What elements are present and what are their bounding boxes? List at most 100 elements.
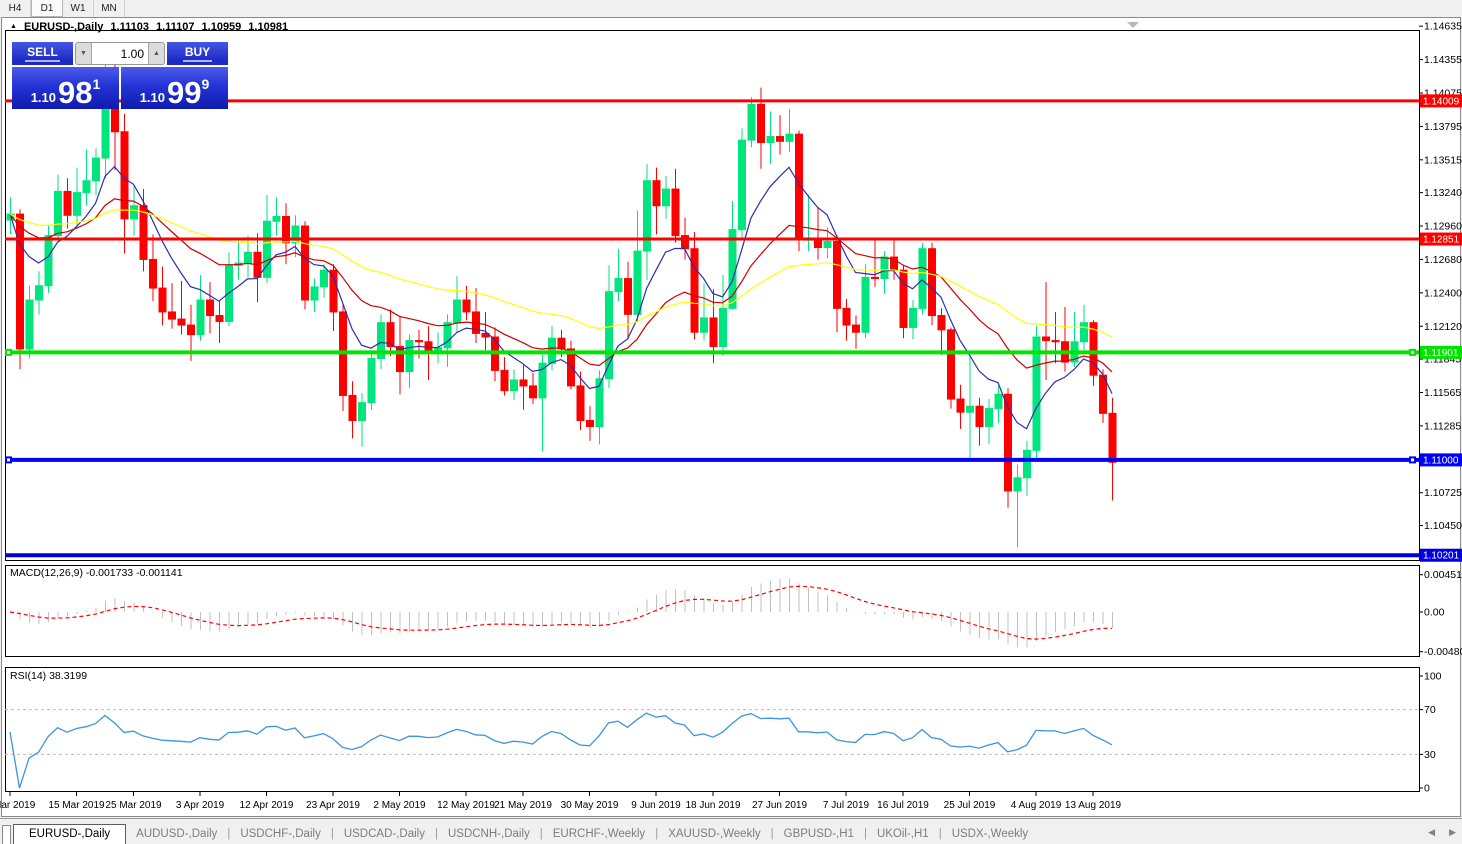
candle (367, 357, 376, 404)
candle (282, 215, 290, 244)
svg-text:1.11901: 1.11901 (1423, 348, 1459, 359)
svg-text:1.12400: 1.12400 (1424, 287, 1462, 299)
svg-text:1.14635: 1.14635 (1424, 21, 1462, 33)
svg-text:1.11285: 1.11285 (1424, 420, 1461, 432)
symbol-tab-usdx-weekly[interactable]: USDX-,Weekly (951, 828, 1029, 840)
tab-scroll-right-icon[interactable]: ▶ (1449, 827, 1456, 837)
candle (785, 133, 794, 142)
candle (538, 362, 547, 399)
svg-text:1.13795: 1.13795 (1424, 121, 1462, 133)
symbol-tab-usdchf-daily[interactable]: USDCHF-,Daily (240, 828, 321, 840)
svg-text:30 May 2019: 30 May 2019 (561, 800, 619, 811)
svg-text:0.004517: 0.004517 (1424, 569, 1462, 581)
candle (396, 346, 404, 373)
candle (1080, 322, 1088, 343)
candle (196, 299, 205, 336)
candle (766, 136, 775, 144)
svg-text:16 Jul 2019: 16 Jul 2019 (877, 800, 929, 811)
candle (1023, 449, 1031, 479)
candle (139, 205, 148, 260)
ma-line-21 (9, 198, 1113, 373)
candle (130, 205, 138, 220)
svg-text:1.10725: 1.10725 (1424, 487, 1462, 499)
svg-text:1.10201: 1.10201 (1423, 551, 1460, 562)
svg-text:1.12851: 1.12851 (1423, 235, 1460, 246)
rsi-indicator-label: RSI(14) 38.3199 (10, 670, 88, 682)
buy-price-button[interactable]: 1.10 99 9 (121, 67, 228, 109)
svg-text:1.13515: 1.13515 (1424, 154, 1462, 166)
period-button-w1[interactable]: W1 (63, 0, 94, 17)
candle (16, 213, 24, 350)
sell-price-pip: 1 (92, 76, 101, 92)
candle (700, 317, 708, 333)
tab-separator: | (434, 828, 438, 840)
svg-text:100: 100 (1424, 671, 1442, 683)
svg-text:6 Mar 2019: 6 Mar 2019 (0, 800, 36, 811)
buy-button-label: BUY (182, 45, 213, 62)
svg-text:-0.004806: -0.004806 (1424, 646, 1462, 658)
symbol-tab-xauusd-weekly[interactable]: XAUUSD-,Weekly (668, 828, 761, 840)
symbol-tab-eurusd-daily[interactable]: EURUSD-,Daily (13, 824, 127, 844)
candle (54, 190, 62, 237)
svg-text:15 Mar 2019: 15 Mar 2019 (48, 800, 105, 811)
symbol-tab-usdcad-daily[interactable]: USDCAD-,Daily (343, 828, 425, 840)
svg-text:21 May 2019: 21 May 2019 (494, 800, 552, 811)
candle (633, 250, 642, 315)
tab-scroll-left-icon[interactable]: ◀ (1428, 827, 1436, 837)
svg-text:25 Mar 2019: 25 Mar 2019 (105, 800, 162, 811)
period-button-h4[interactable]: H4 (0, 0, 31, 17)
candle (928, 248, 936, 317)
symbol-tab-usdcnh-daily[interactable]: USDCNH-,Daily (447, 828, 530, 840)
sell-button[interactable]: SELL (12, 42, 73, 65)
macd-indicator-label: MACD(12,26,9) -0.001733 -0.001141 (10, 567, 183, 579)
symbol-tab-gbpusd-h1[interactable]: GBPUSD-,H1 (783, 828, 854, 840)
candle (510, 379, 518, 392)
period-button-d1[interactable]: D1 (31, 0, 63, 17)
candle (956, 398, 965, 413)
symbol-tab-eurchf-weekly[interactable]: EURCHF-,Weekly (552, 828, 646, 840)
candle (614, 278, 623, 293)
candle (966, 405, 974, 413)
amount-input[interactable] (92, 43, 148, 64)
candle (500, 369, 509, 392)
candle (1004, 393, 1012, 492)
candle (624, 278, 632, 315)
svg-text:1.11565: 1.11565 (1424, 387, 1461, 399)
candle (985, 408, 993, 427)
symbol-tab-audusd-daily[interactable]: AUDUSD-,Daily (136, 828, 218, 840)
candle (301, 225, 309, 301)
candle (823, 241, 832, 249)
buy-button[interactable]: BUY (167, 42, 228, 65)
tab-separator: | (330, 828, 334, 840)
candle (852, 324, 860, 333)
candle (529, 385, 537, 399)
symbol-tab-ukoil-h1[interactable]: UKOil-,H1 (876, 828, 929, 840)
candle (310, 286, 319, 301)
price-direction-up-icon: ▲ (10, 22, 17, 30)
period-button-mn[interactable]: MN (94, 0, 125, 17)
svg-text:3 Apr 2019: 3 Apr 2019 (176, 800, 225, 811)
sell-price-button[interactable]: 1.10 98 1 (12, 67, 119, 109)
candle (937, 315, 946, 331)
svg-text:70: 70 (1424, 704, 1436, 716)
chart-shift-icon (1127, 22, 1139, 28)
amount-decrease-button[interactable]: ▼ (76, 43, 92, 64)
candle (918, 248, 927, 309)
candle (1108, 412, 1117, 463)
candle (1032, 336, 1041, 451)
svg-text:1.14355: 1.14355 (1424, 54, 1462, 66)
svg-text:1.12680: 1.12680 (1424, 254, 1462, 266)
candle (44, 235, 53, 287)
candle (719, 307, 727, 348)
tab-separator: | (938, 828, 942, 840)
candle (35, 285, 43, 301)
ma-line-50 (9, 209, 1113, 338)
rsi-line (9, 712, 1113, 789)
quote-header: ▲ EURUSD-,Daily 1.11103 1.11107 1.10959 … (10, 21, 288, 33)
tab-separator: | (655, 828, 659, 840)
amount-increase-button[interactable]: ▲ (148, 43, 164, 64)
tab-separator: | (863, 828, 867, 840)
macd-signal-line (9, 585, 1113, 640)
